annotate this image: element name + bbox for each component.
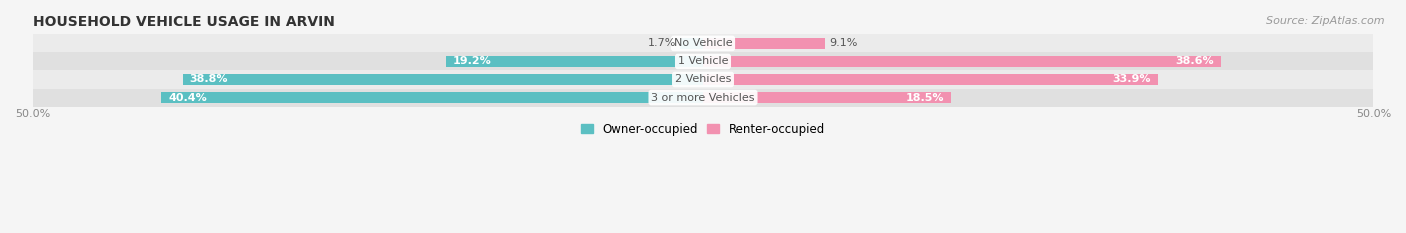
Text: 3 or more Vehicles: 3 or more Vehicles [651,93,755,103]
Text: 40.4%: 40.4% [169,93,207,103]
Text: 2 Vehicles: 2 Vehicles [675,75,731,85]
Text: Source: ZipAtlas.com: Source: ZipAtlas.com [1267,16,1385,26]
Bar [183,74,703,85]
Text: 9.1%: 9.1% [830,38,858,48]
Bar [446,56,703,67]
Text: 38.6%: 38.6% [1175,56,1213,66]
Bar [32,70,1374,89]
Bar [32,34,1374,52]
Bar [703,74,1157,85]
Bar [32,52,1374,70]
Bar [703,92,950,103]
Bar [32,89,1374,106]
Bar [703,56,1220,67]
Bar [162,92,703,103]
Text: 33.9%: 33.9% [1112,75,1150,85]
Text: No Vehicle: No Vehicle [673,38,733,48]
Text: 1.7%: 1.7% [648,38,676,48]
Text: HOUSEHOLD VEHICLE USAGE IN ARVIN: HOUSEHOLD VEHICLE USAGE IN ARVIN [32,15,335,29]
Text: 18.5%: 18.5% [905,93,945,103]
Text: 38.8%: 38.8% [190,75,228,85]
Text: 19.2%: 19.2% [453,56,491,66]
Text: 1 Vehicle: 1 Vehicle [678,56,728,66]
Bar [703,38,825,49]
Legend: Owner-occupied, Renter-occupied: Owner-occupied, Renter-occupied [576,118,830,140]
Bar [681,38,703,49]
